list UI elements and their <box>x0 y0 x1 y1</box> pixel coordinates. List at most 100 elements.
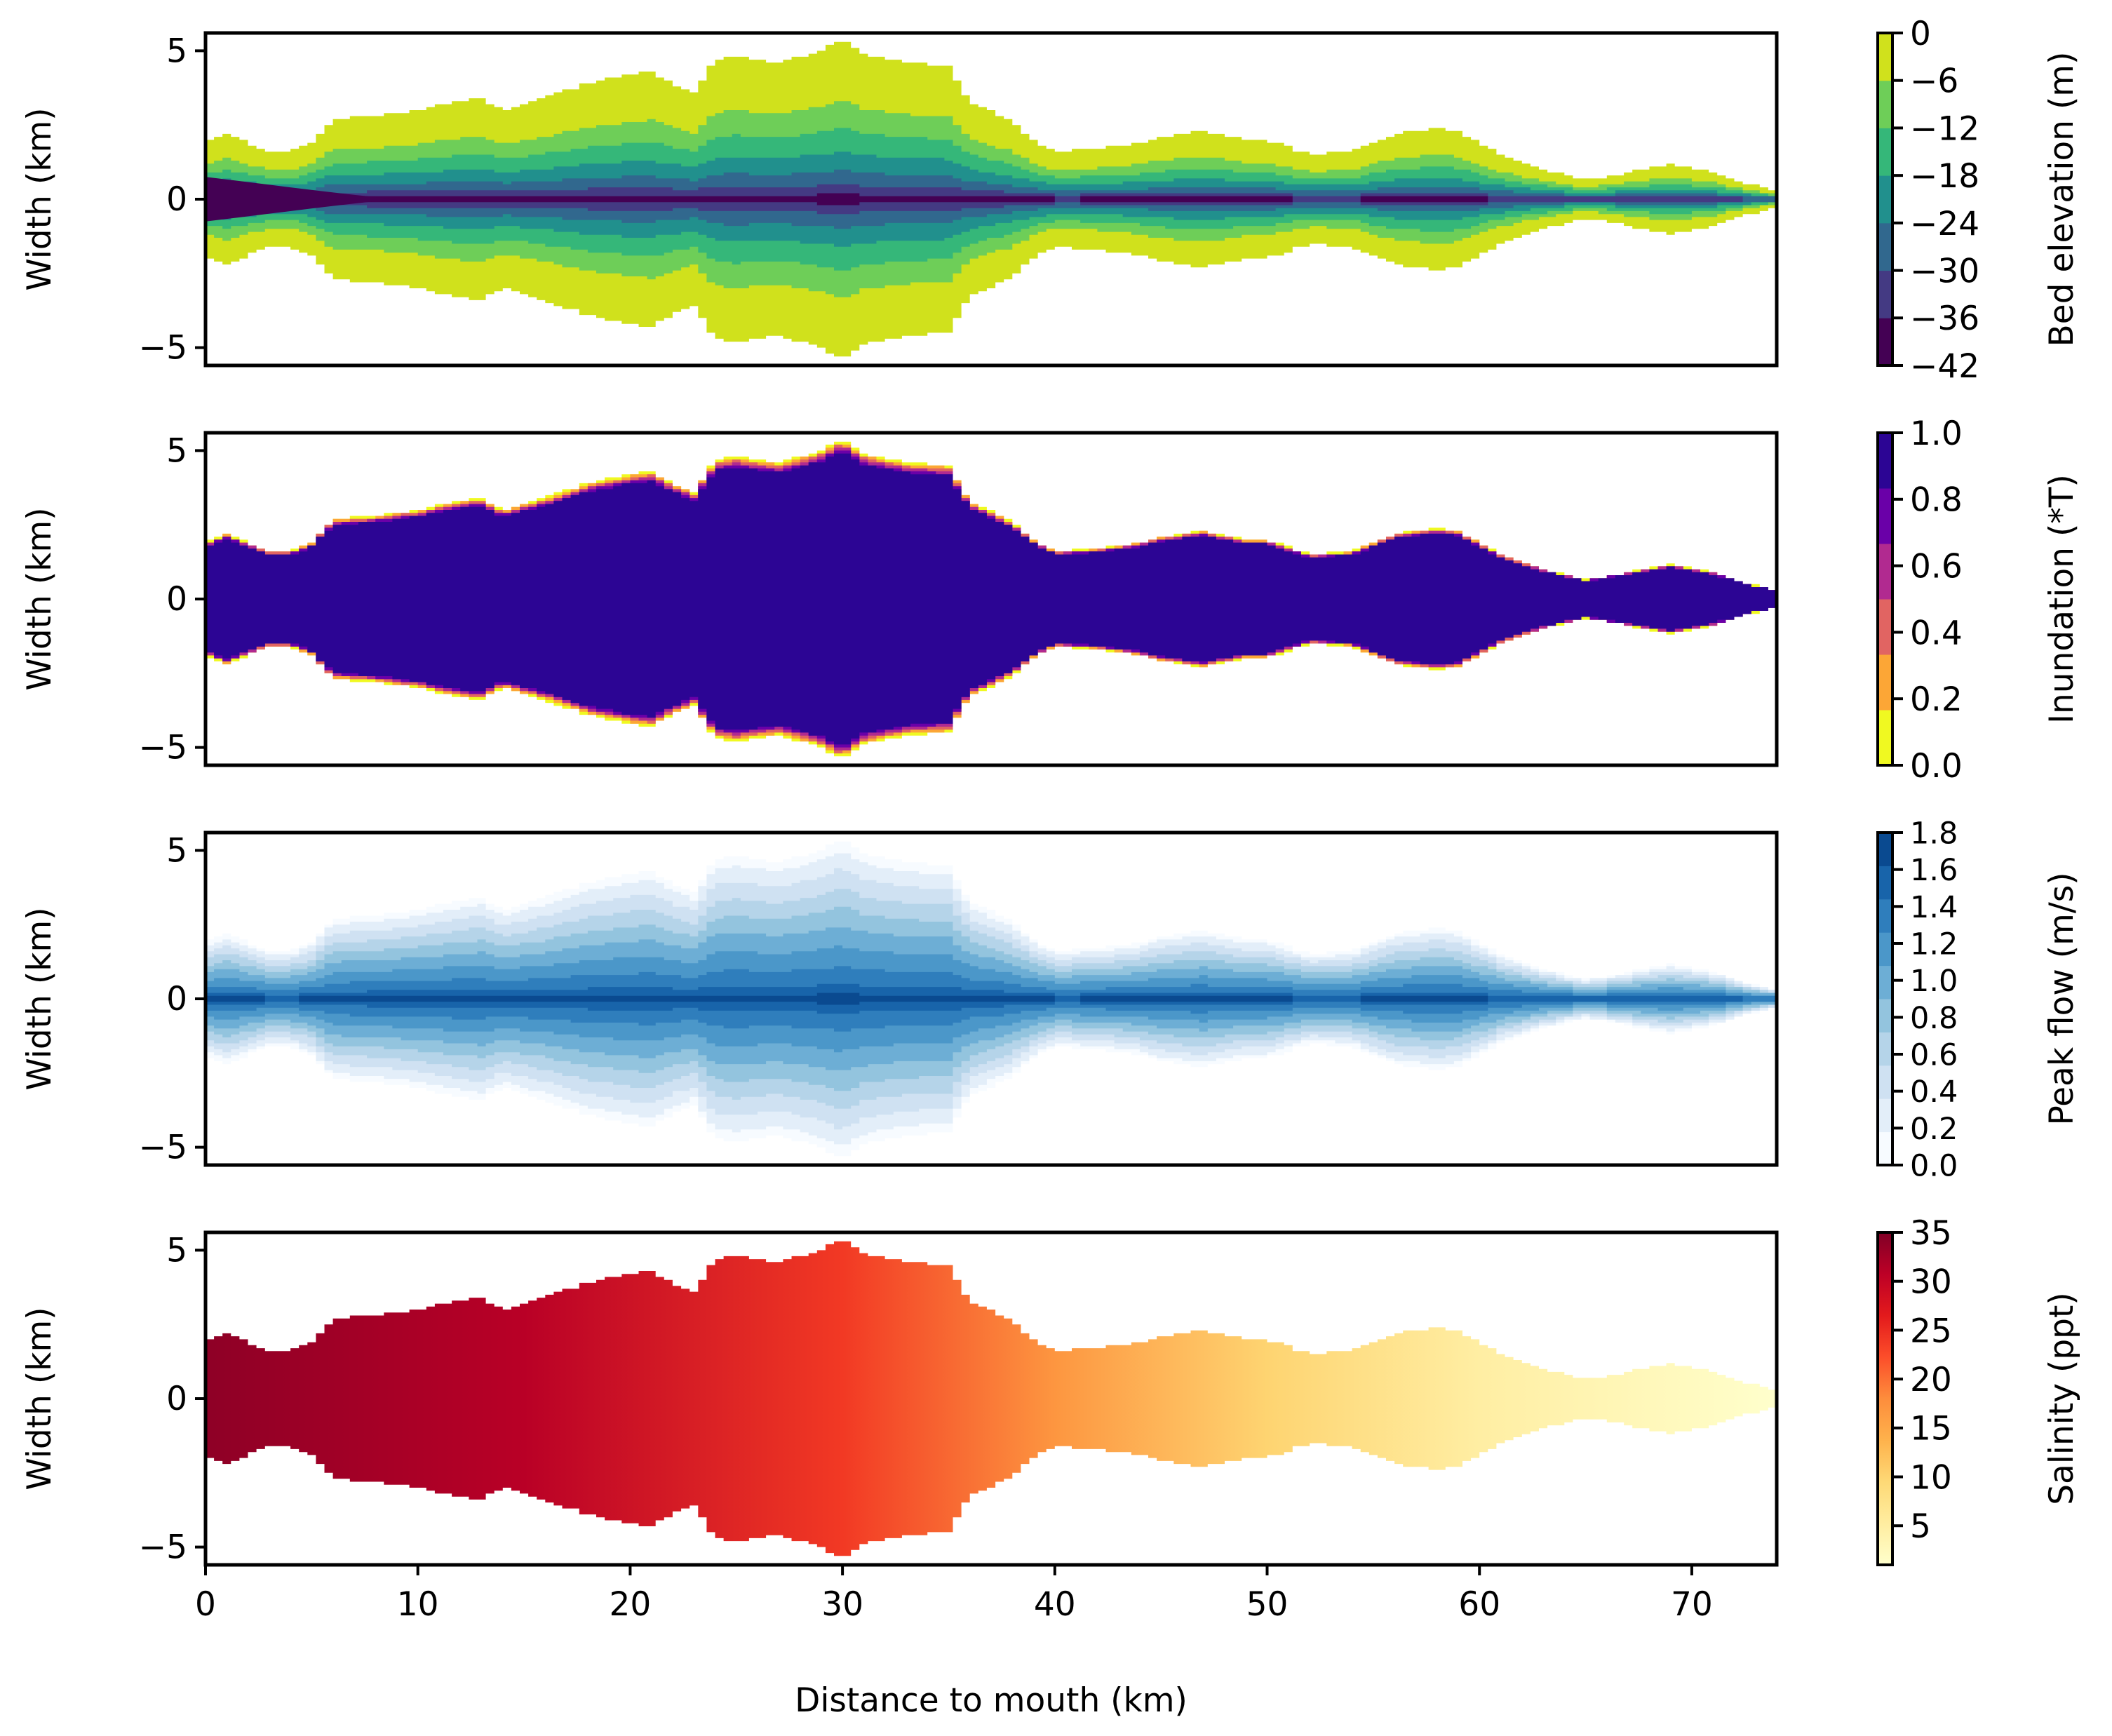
x-tick-label: 30 <box>821 1585 863 1624</box>
colorbar-swatch <box>1878 33 1892 81</box>
colorbar-tick-label: 5 <box>1910 1507 1931 1546</box>
inundation-colorbar-label: Inundation (*T) <box>2043 474 2081 724</box>
peak-flow-colorbar-label: Peak flow (m/s) <box>2043 872 2081 1125</box>
salinity-y-label: Width (km) <box>20 1307 59 1490</box>
colorbar-tick-label: 0 <box>1910 15 1931 53</box>
bed-elevation-deep-channel <box>206 177 397 222</box>
salinity-y-axis: 5 0 −5 <box>139 1231 206 1567</box>
bed-elevation-colorbar: 0 −6 −12 −18 −24 −30 −36 −42 <box>1876 15 1979 386</box>
colorbar-swatch <box>1878 833 1892 866</box>
colorbar-tick-label: 20 <box>1910 1361 1952 1399</box>
colorbar-swatch <box>1878 318 1892 366</box>
bed-elevation-y-label: Width (km) <box>20 107 59 290</box>
colorbar-frame <box>1876 431 1894 767</box>
colorbar-tick-label: 35 <box>1910 1214 1952 1253</box>
panel-bed-elevation: 5 0 −5 Width (km) 0 −6 −12 −18 −24 −30 −36 −42 Be… <box>20 15 2081 386</box>
panel-peak-flow: 5 0 −5 Width (km) 1.81.61.41.21.00.80.60.4… <box>20 816 2081 1183</box>
bed-elevation-y-axis: 5 0 −5 <box>139 32 206 368</box>
salinity-colorbar-gradient <box>1878 1232 1892 1565</box>
colorbar-tick-label: −30 <box>1910 252 1979 290</box>
peak-flow-y-label: Width (km) <box>20 907 59 1090</box>
colorbar-tick-label: −12 <box>1910 109 1979 148</box>
y-tick-label: −5 <box>139 329 187 368</box>
colorbar-tick-label: 0.2 <box>1910 1112 1958 1147</box>
colorbar-tick-label: 0.4 <box>1910 1075 1958 1110</box>
colorbar-tick-label: 10 <box>1910 1458 1952 1497</box>
y-tick-label: 0 <box>166 180 187 219</box>
colorbar-tick-label: 0.2 <box>1910 680 1963 719</box>
salinity-colorbar-label: Salinity (ppt) <box>2043 1292 2081 1505</box>
y-tick-label: −5 <box>139 1528 187 1567</box>
colorbar-swatch <box>1878 1032 1892 1066</box>
colorbar-tick-label: 1.6 <box>1910 853 1958 888</box>
inundation-map <box>206 441 1777 757</box>
y-tick-label: 0 <box>166 580 187 619</box>
bed-elevation-map <box>206 41 1777 357</box>
colorbar-tick-label: 0.0 <box>1910 747 1963 786</box>
colorbar-tick-label: 0.0 <box>1910 1148 1958 1183</box>
x-axis-label: Distance to mouth (km) <box>795 1681 1188 1720</box>
colorbar-swatch <box>1878 654 1892 711</box>
colorbar-swatch <box>1878 488 1892 544</box>
peak-flow-band <box>206 993 1777 1005</box>
salinity-colorbar: 35 30 25 20 15 10 5 <box>1876 1214 1952 1566</box>
colorbar-swatch <box>1878 222 1892 271</box>
colorbar-tick-label: 0.6 <box>1910 548 1963 586</box>
colorbar-tick-label: 1.2 <box>1910 927 1958 962</box>
colorbar-swatch <box>1878 866 1892 900</box>
colorbar-swatch <box>1878 175 1892 224</box>
bed-elevation-band <box>206 193 1777 206</box>
colorbar-swatch <box>1878 1131 1892 1166</box>
x-axis: 0 10 20 30 40 50 60 70 <box>195 1565 1713 1624</box>
colorbar-frame <box>1876 1231 1894 1566</box>
y-tick-label: 5 <box>166 1231 187 1270</box>
colorbar-tick-label: 0.8 <box>1910 1001 1958 1036</box>
inundation-y-axis: 5 0 −5 <box>139 431 206 767</box>
colorbar-tick-label: 25 <box>1910 1312 1952 1350</box>
colorbar-swatch <box>1878 1065 1892 1099</box>
y-tick-label: 5 <box>166 831 187 870</box>
colorbar-swatch <box>1878 544 1892 600</box>
colorbar-tick-label: 0.4 <box>1910 614 1963 652</box>
colorbar-tick-label: 1.0 <box>1910 964 1958 999</box>
colorbar-swatch <box>1878 128 1892 176</box>
y-tick-label: −5 <box>139 1129 187 1167</box>
x-tick-label: 50 <box>1246 1585 1289 1624</box>
colorbar-frame <box>1876 831 1894 1166</box>
inundation-band <box>206 453 1777 745</box>
colorbar-swatch <box>1878 899 1892 933</box>
colorbar-frame <box>1876 32 1894 367</box>
y-tick-label: 5 <box>166 431 187 470</box>
y-tick-label: −5 <box>139 729 187 767</box>
colorbar-swatch <box>1878 965 1892 1000</box>
colorbar-tick-label: 0.8 <box>1910 481 1963 520</box>
y-tick-label: 5 <box>166 32 187 70</box>
colorbar-swatch <box>1878 999 1892 1032</box>
colorbar-tick-label: −42 <box>1910 347 1979 386</box>
colorbar-swatch <box>1878 433 1892 489</box>
colorbar-tick-label: 15 <box>1910 1410 1952 1448</box>
x-tick-label: 60 <box>1458 1585 1500 1624</box>
colorbar-tick-label: −18 <box>1910 157 1979 196</box>
inundation-colorbar: 1.0 0.8 0.6 0.4 0.2 0.0 <box>1876 415 1963 786</box>
bed-elevation-colorbar-label: Bed elevation (m) <box>2043 52 2081 347</box>
colorbar-tick-label: 0.6 <box>1910 1037 1958 1072</box>
colorbar-tick-label: −6 <box>1910 62 1958 101</box>
colorbar-swatch <box>1878 599 1892 655</box>
y-tick-label: 0 <box>166 980 187 1018</box>
inundation-y-label: Width (km) <box>20 507 59 690</box>
colorbar-swatch <box>1878 1098 1892 1133</box>
peak-flow-map <box>206 841 1777 1157</box>
panel-inundation: 5 0 −5 Width (km) 1.0 0.8 0.6 0.4 0.2 0.0 Inund… <box>20 415 2081 786</box>
salinity-map <box>206 1241 1777 1556</box>
colorbar-swatch <box>1878 932 1892 967</box>
peak-flow-y-axis: 5 0 −5 <box>139 831 206 1167</box>
x-tick-label: 40 <box>1034 1585 1076 1624</box>
colorbar-tick-label: 30 <box>1910 1263 1952 1302</box>
x-tick-label: 70 <box>1671 1585 1713 1624</box>
colorbar-swatch <box>1878 80 1892 128</box>
colorbar-tick-label: 1.4 <box>1910 890 1958 925</box>
colorbar-tick-label: 1.8 <box>1910 816 1958 851</box>
colorbar-swatch <box>1878 710 1892 766</box>
